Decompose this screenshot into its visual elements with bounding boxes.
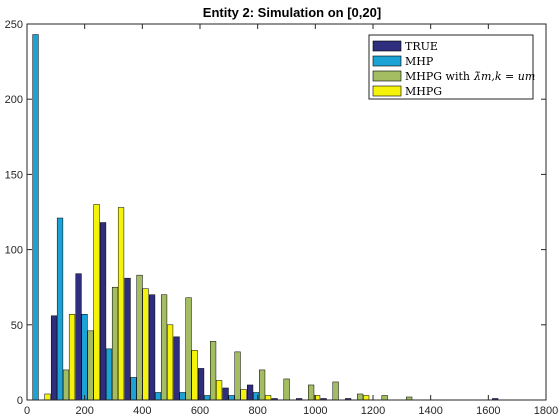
bar bbox=[234, 351, 241, 401]
y-tick-label: 250 bbox=[5, 19, 23, 31]
legend-label: MHPG bbox=[405, 85, 442, 98]
y-tick-label: 200 bbox=[5, 94, 23, 106]
legend-swatch bbox=[372, 85, 402, 97]
bar bbox=[259, 369, 266, 401]
bar bbox=[363, 395, 370, 401]
legend-swatch bbox=[372, 70, 402, 82]
x-tick-label: 400 bbox=[133, 405, 151, 417]
bar bbox=[50, 315, 58, 401]
bar bbox=[247, 384, 254, 401]
y-tick-label: 150 bbox=[5, 169, 23, 181]
bar bbox=[160, 294, 168, 401]
bar bbox=[154, 392, 162, 401]
bar bbox=[87, 330, 94, 401]
chart-title: Entity 2: Simulation on [0,20] bbox=[203, 5, 381, 20]
bar bbox=[56, 217, 64, 401]
x-tick-label: 1800 bbox=[534, 405, 558, 417]
bar bbox=[93, 204, 100, 401]
bar bbox=[105, 348, 113, 401]
bar bbox=[111, 286, 119, 401]
bar bbox=[228, 395, 235, 401]
bar bbox=[332, 381, 339, 401]
bar bbox=[68, 314, 76, 401]
legend-label: MHP bbox=[405, 55, 434, 68]
bar bbox=[203, 395, 211, 401]
x-tick-label: 1000 bbox=[303, 405, 327, 417]
bars-layer bbox=[32, 34, 499, 401]
bar bbox=[191, 350, 198, 401]
x-tick-label: 800 bbox=[248, 405, 266, 417]
axis-ticks: 0 200 400 600 800 1000 1200 1400 1600 1800 0 50 100 1… bbox=[5, 19, 559, 417]
y-tick-label: 50 bbox=[11, 320, 23, 332]
bar bbox=[117, 207, 125, 401]
bar bbox=[308, 384, 315, 401]
plot-frame bbox=[26, 23, 547, 401]
bar bbox=[173, 336, 180, 401]
x-tick-label: 200 bbox=[75, 405, 93, 417]
bar bbox=[179, 392, 186, 401]
bar bbox=[44, 393, 51, 401]
bar bbox=[99, 222, 107, 401]
bar bbox=[81, 314, 88, 401]
legend-swatch bbox=[372, 40, 402, 52]
bar bbox=[240, 389, 247, 401]
bar bbox=[130, 377, 137, 401]
bar bbox=[62, 369, 70, 401]
bar bbox=[166, 324, 174, 401]
bar bbox=[124, 277, 131, 401]
bar bbox=[142, 288, 149, 401]
bar bbox=[197, 368, 205, 401]
bar bbox=[381, 395, 388, 401]
bar bbox=[185, 297, 192, 401]
legend-math: λ̄m,k = um bbox=[473, 70, 535, 83]
bar bbox=[136, 274, 143, 401]
bar bbox=[283, 378, 290, 401]
y-tick-label: 100 bbox=[5, 245, 23, 257]
bar bbox=[357, 393, 364, 401]
bar bbox=[215, 380, 223, 401]
bar bbox=[32, 34, 39, 401]
y-tick-label: 0 bbox=[17, 395, 23, 407]
legend-label: TRUE bbox=[405, 40, 438, 53]
bar bbox=[265, 395, 272, 401]
bar bbox=[148, 294, 156, 401]
bar bbox=[209, 341, 217, 401]
x-tick-label: 0 bbox=[24, 405, 30, 417]
bar bbox=[222, 387, 229, 401]
x-tick-label: 1600 bbox=[476, 405, 500, 417]
x-tick-label: 1400 bbox=[418, 405, 442, 417]
bar bbox=[75, 273, 82, 401]
legend-swatch bbox=[372, 55, 402, 67]
x-tick-label: 1200 bbox=[361, 405, 385, 417]
x-tick-label: 600 bbox=[191, 405, 209, 417]
